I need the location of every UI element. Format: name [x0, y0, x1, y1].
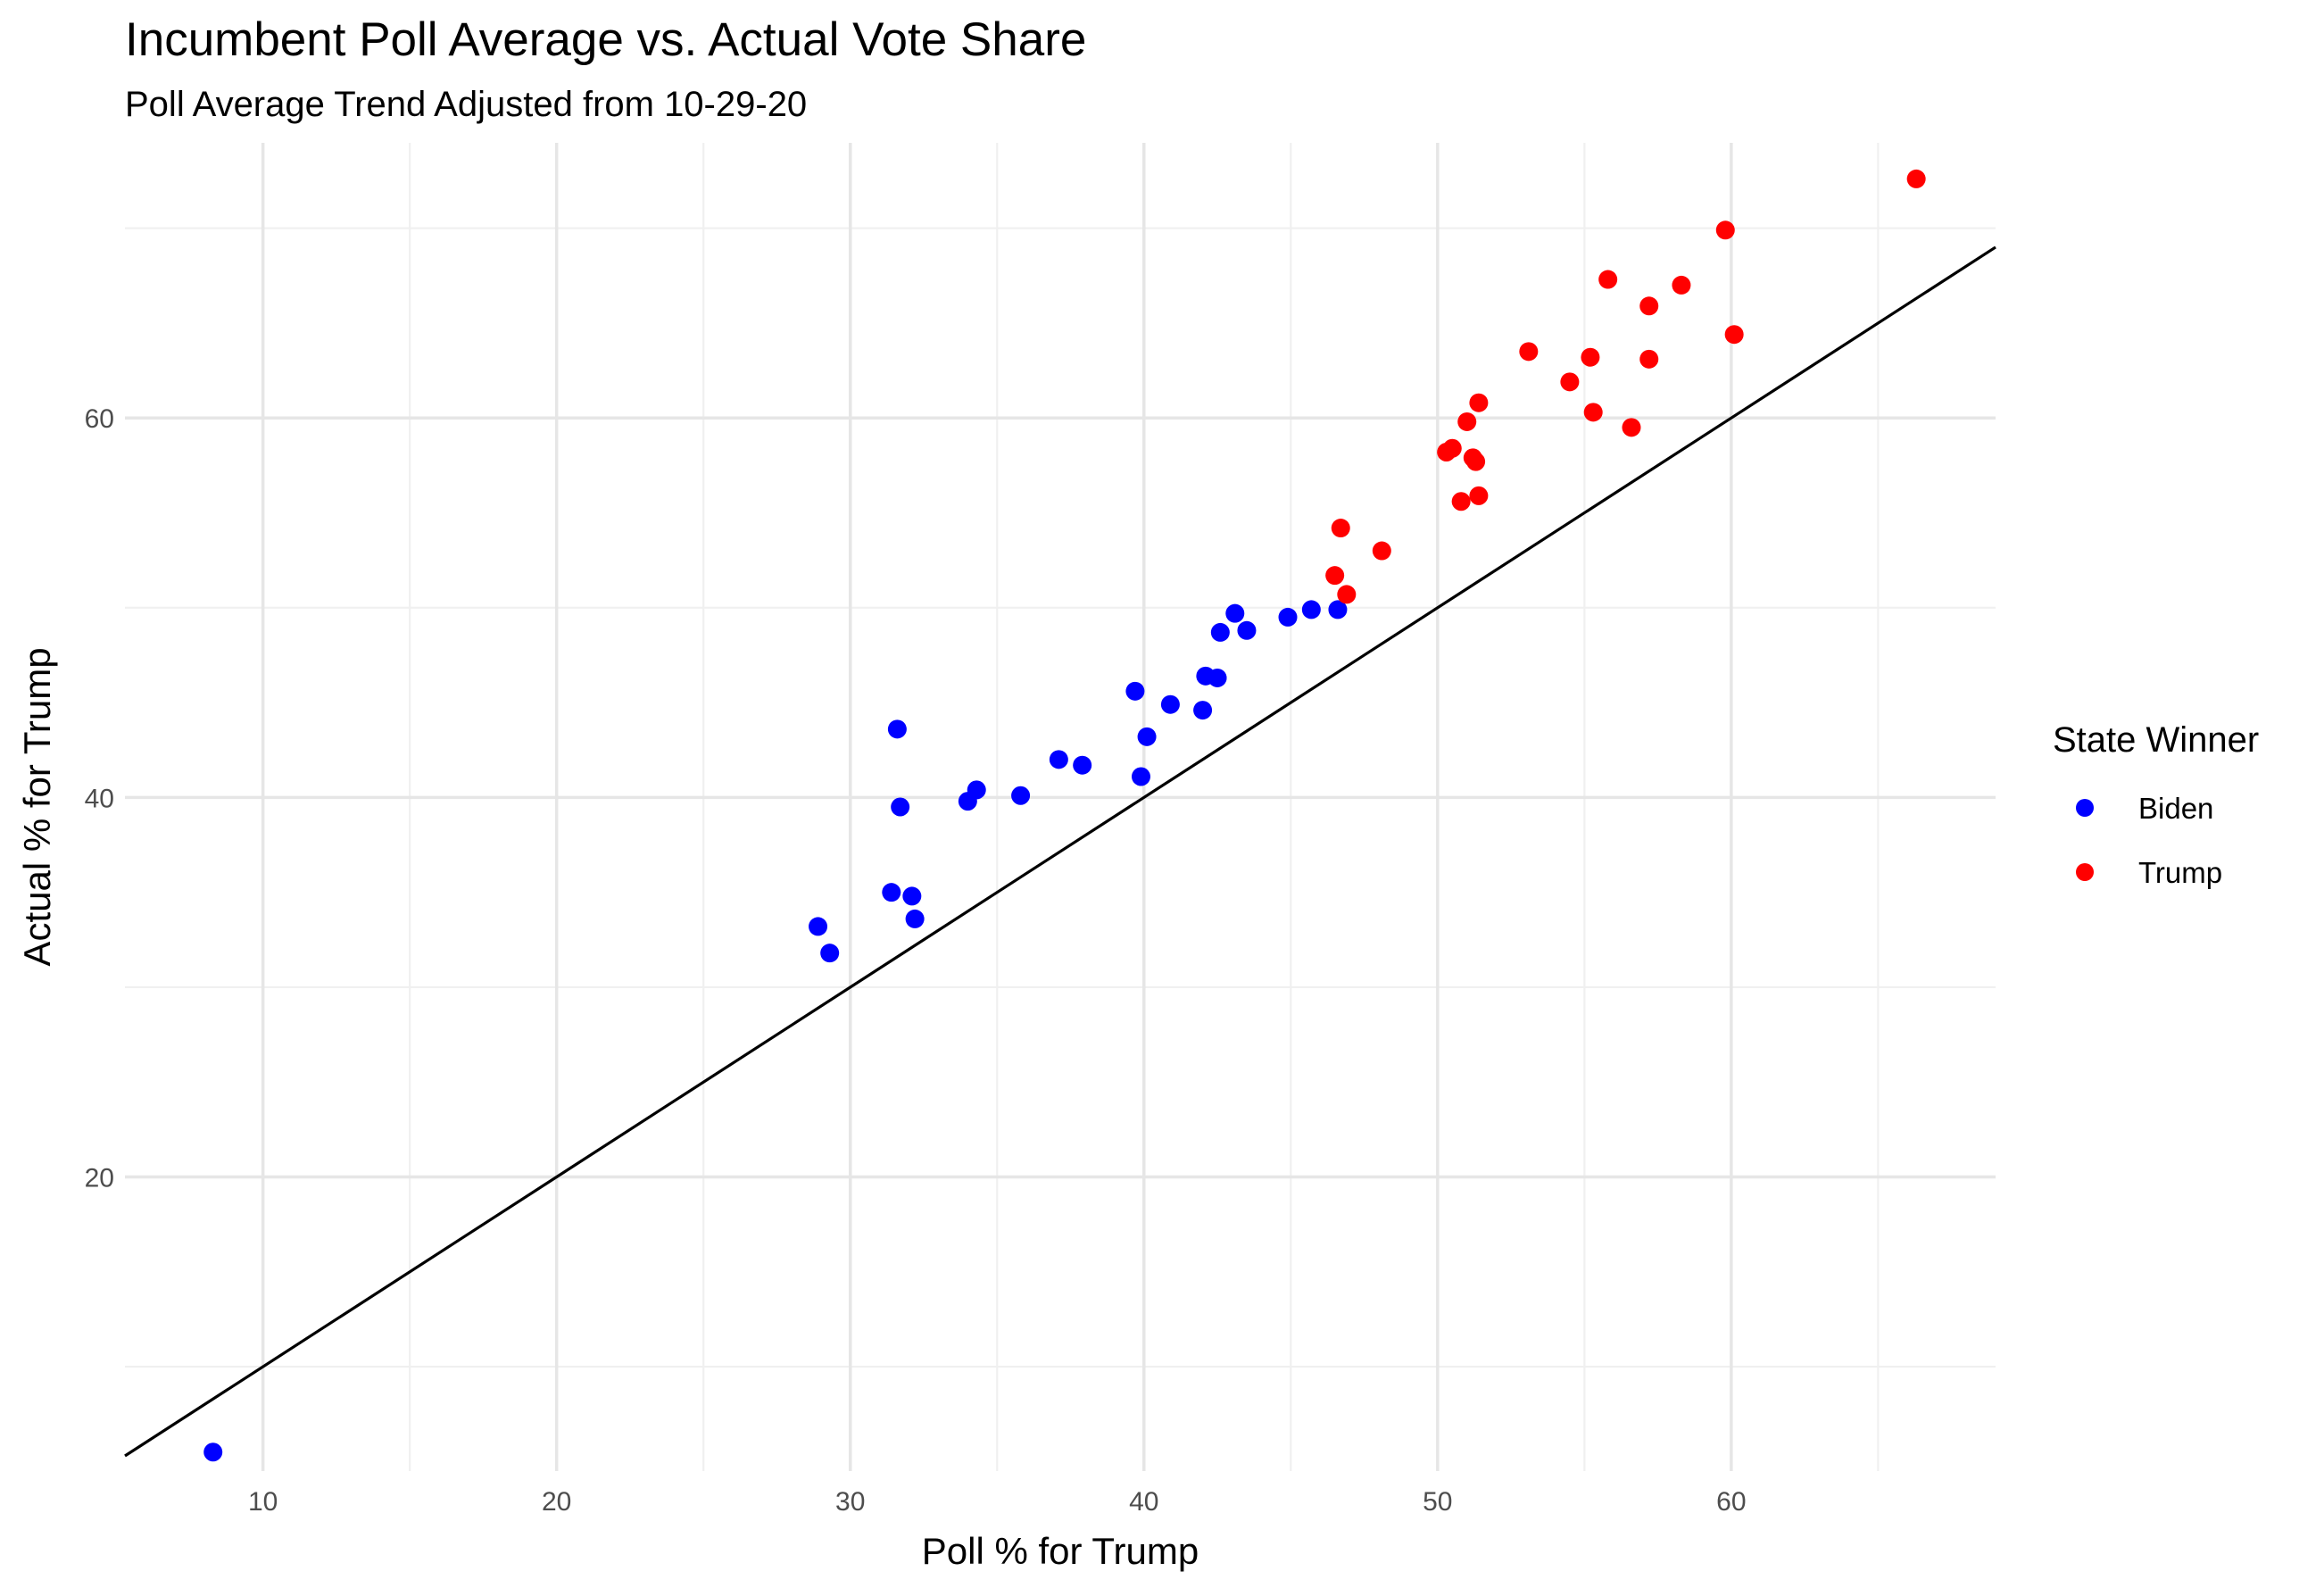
point-trump: [1622, 418, 1641, 437]
point-biden: [1210, 622, 1230, 642]
legend: State Winner Biden Trump: [2053, 720, 2259, 889]
legend-title: State Winner: [2053, 720, 2259, 760]
point-biden: [1049, 750, 1068, 769]
tick-labels-layer: 10 20 30 40 50 60 20 40 60: [85, 404, 1747, 1517]
point-trump: [1451, 492, 1471, 511]
point-biden: [905, 909, 925, 928]
point-trump: [1715, 220, 1735, 240]
chart-subtitle: Poll Average Trend Adjusted from 10-29-2…: [125, 85, 807, 124]
point-biden: [1301, 600, 1321, 619]
chart-title: Incumbent Poll Average vs. Actual Vote S…: [125, 13, 1086, 66]
point-biden: [1160, 694, 1180, 714]
point-trump: [1442, 438, 1462, 458]
y-tick-label: 40: [85, 784, 114, 813]
point-biden: [882, 883, 901, 902]
point-biden: [1208, 668, 1227, 687]
point-biden: [1328, 600, 1348, 619]
grid-layer: [125, 143, 1996, 1471]
x-tick-label: 50: [1423, 1487, 1452, 1517]
points-layer: [203, 169, 1926, 1462]
point-biden: [1125, 681, 1145, 701]
point-trump: [1598, 270, 1618, 289]
legend-key-biden: [2076, 799, 2094, 817]
point-trump: [1372, 541, 1391, 561]
reference-line: [124, 245, 1996, 1458]
x-tick-label: 10: [248, 1487, 278, 1517]
point-biden: [1193, 701, 1213, 720]
point-biden: [1073, 755, 1092, 775]
point-trump: [1469, 486, 1489, 505]
point-trump: [1466, 452, 1486, 471]
point-trump: [1469, 393, 1489, 412]
legend-key-trump: [2076, 863, 2094, 881]
point-biden: [1225, 603, 1245, 623]
point-trump: [1583, 403, 1603, 422]
point-biden: [1011, 786, 1031, 805]
point-trump: [1724, 325, 1744, 345]
y-tick-label: 60: [85, 404, 114, 434]
point-trump: [1457, 412, 1477, 431]
point-trump: [1639, 296, 1659, 316]
point-trump: [1325, 566, 1345, 586]
legend-label-trump: Trump: [2138, 856, 2222, 889]
point-biden: [820, 944, 840, 963]
point-biden: [1278, 607, 1298, 627]
x-tick-label: 60: [1716, 1487, 1746, 1517]
x-tick-label: 30: [835, 1487, 865, 1517]
point-biden: [967, 780, 986, 800]
y-axis-title: Actual % for Trump: [16, 647, 58, 966]
point-biden: [891, 797, 910, 817]
point-trump: [1560, 372, 1580, 392]
x-tick-label: 40: [1129, 1487, 1158, 1517]
point-trump: [1672, 275, 1691, 295]
point-biden: [1237, 620, 1257, 640]
reference-line-layer: [124, 245, 1996, 1458]
point-biden: [809, 917, 828, 936]
point-trump: [1337, 585, 1357, 604]
point-trump: [1581, 347, 1600, 367]
point-biden: [1131, 767, 1150, 786]
point-trump: [1519, 342, 1539, 362]
point-biden: [203, 1443, 223, 1462]
point-biden: [1137, 727, 1157, 746]
point-biden: [902, 886, 922, 906]
point-trump: [1639, 349, 1659, 369]
y-tick-label: 20: [85, 1164, 114, 1193]
x-tick-label: 20: [542, 1487, 571, 1517]
point-trump: [1906, 169, 1926, 188]
legend-label-biden: Biden: [2138, 792, 2213, 825]
point-trump: [1331, 519, 1350, 538]
point-biden: [887, 719, 907, 739]
x-axis-title: Poll % for Trump: [922, 1530, 1199, 1572]
